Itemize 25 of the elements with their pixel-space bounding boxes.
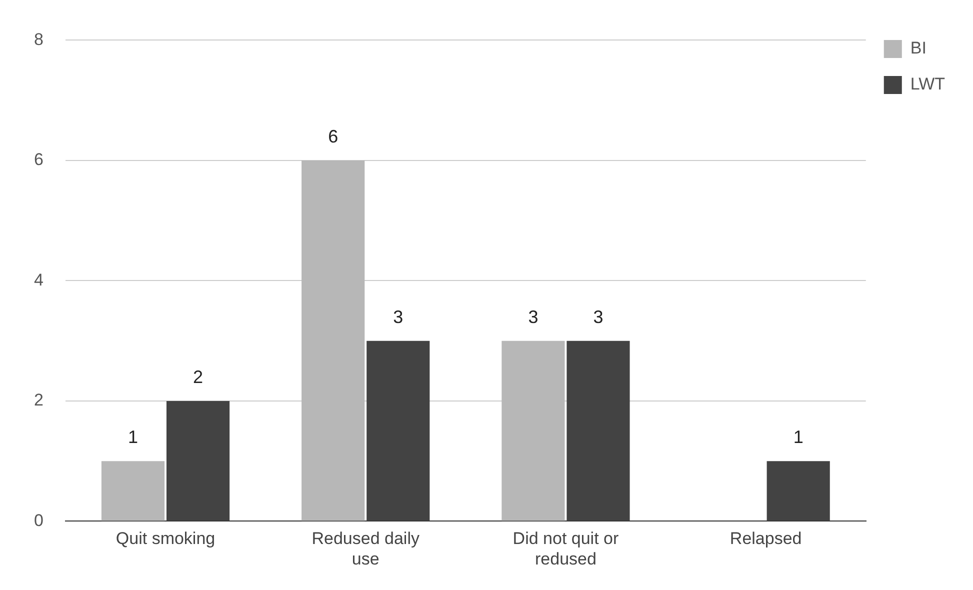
x-tick-label: Quit smoking <box>116 529 216 548</box>
bar <box>566 340 630 521</box>
bar <box>766 461 830 521</box>
bar <box>366 340 430 521</box>
y-tick-label: 4 <box>34 270 44 290</box>
x-tick-label: Did not quit or redused <box>512 529 619 568</box>
data-label: 3 <box>593 306 604 327</box>
data-label: 6 <box>328 126 338 146</box>
legend-label: LWT <box>910 74 945 94</box>
y-tick-label: 8 <box>34 30 44 49</box>
bar <box>166 400 230 521</box>
data-label: 3 <box>393 306 404 327</box>
data-label: 1 <box>128 427 138 448</box>
bar <box>302 160 365 521</box>
y-tick-label: 6 <box>34 150 44 170</box>
data-label: 2 <box>193 366 204 387</box>
x-tick-label: Redused daily use <box>312 529 420 568</box>
bar <box>502 340 565 521</box>
y-tick-label: 0 <box>34 510 44 530</box>
bar <box>101 461 165 521</box>
data-label: 3 <box>528 306 538 327</box>
data-label: 1 <box>793 427 804 448</box>
y-tick-label: 2 <box>34 390 44 410</box>
x-tick-label: Relapsed <box>730 529 802 548</box>
legend-label: BI <box>910 38 926 58</box>
